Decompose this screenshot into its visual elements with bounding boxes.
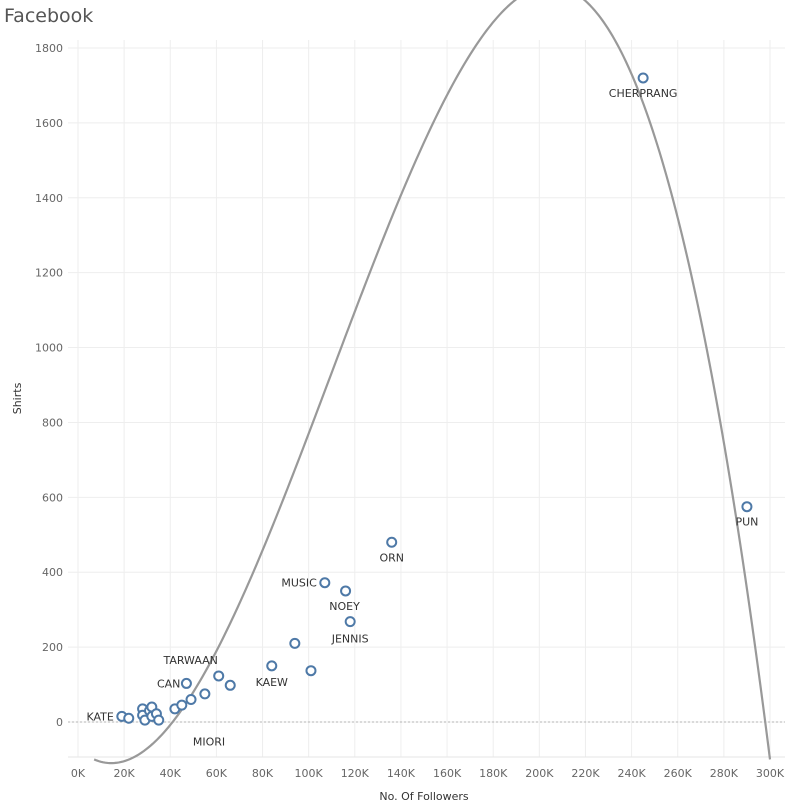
trend-line-group bbox=[93, 0, 772, 765]
y-tick-label: 1000 bbox=[35, 342, 63, 355]
y-tick-label: 1400 bbox=[35, 192, 63, 205]
y-tick-label: 400 bbox=[42, 566, 63, 579]
data-point bbox=[305, 665, 317, 677]
x-tick-label: 280K bbox=[710, 767, 739, 780]
data-point bbox=[153, 714, 165, 726]
x-tick-label: 300K bbox=[756, 767, 785, 780]
data-point bbox=[224, 679, 236, 691]
chart-title: Facebook bbox=[4, 5, 94, 27]
y-tick-label: 1800 bbox=[35, 42, 63, 55]
x-tick-label: 140K bbox=[387, 767, 416, 780]
x-tick-label: 200K bbox=[525, 767, 554, 780]
point-label: MIORI bbox=[193, 736, 225, 749]
point-label: CHERPRANG bbox=[609, 87, 678, 100]
x-tick-label: 80K bbox=[252, 767, 274, 780]
x-tick-label: 260K bbox=[664, 767, 693, 780]
x-tick-label: 20K bbox=[114, 767, 136, 780]
point-label: TARWAAN bbox=[162, 654, 217, 667]
data-point bbox=[180, 677, 192, 689]
x-tick-label: 180K bbox=[479, 767, 508, 780]
y-tick-label: 800 bbox=[42, 416, 63, 429]
data-point bbox=[289, 637, 301, 649]
data-point bbox=[176, 699, 188, 711]
point-label: NOEY bbox=[329, 600, 360, 613]
y-tick-label: 600 bbox=[42, 491, 63, 504]
y-tick-label: 0 bbox=[56, 716, 63, 729]
trend-line bbox=[93, 0, 772, 765]
point-label: PUN bbox=[735, 516, 758, 529]
data-point bbox=[319, 577, 331, 589]
y-tick-label: 1200 bbox=[35, 267, 63, 280]
data-point bbox=[637, 72, 649, 84]
data-point bbox=[185, 694, 197, 706]
y-axis-ticks: 0 200 400 600 800 1000 1200 1400 1600 1800 bbox=[35, 42, 63, 729]
point-label: MUSIC bbox=[281, 577, 317, 590]
data-points bbox=[116, 72, 753, 726]
data-point bbox=[386, 536, 398, 548]
y-tick-label: 1600 bbox=[35, 117, 63, 130]
x-tick-label: 220K bbox=[571, 767, 600, 780]
x-axis-ticks: 0K 20K 40K 60K 80K 100K 120K 140K 160K 180K 200K 22… bbox=[71, 767, 785, 780]
data-point bbox=[344, 616, 356, 628]
data-point bbox=[266, 660, 278, 672]
y-tick-label: 200 bbox=[42, 641, 63, 654]
point-label: KAEW bbox=[256, 676, 288, 689]
data-point bbox=[199, 688, 211, 700]
x-tick-label: 240K bbox=[617, 767, 646, 780]
point-label: CAN bbox=[157, 677, 180, 690]
y-axis-title: Shirts bbox=[11, 382, 24, 414]
point-label: KATE bbox=[86, 710, 113, 723]
data-point bbox=[340, 585, 352, 597]
x-tick-label: 160K bbox=[433, 767, 462, 780]
x-tick-label: 60K bbox=[206, 767, 228, 780]
x-tick-label: 120K bbox=[341, 767, 370, 780]
grid-lines bbox=[68, 40, 785, 758]
x-tick-label: 100K bbox=[295, 767, 324, 780]
point-labels: KATE CAN MIORI TARWAAN KAEW MUSIC NOEY JENNIS OR… bbox=[86, 87, 758, 749]
data-point bbox=[213, 670, 225, 682]
x-tick-label: 40K bbox=[160, 767, 182, 780]
point-label: JENNIS bbox=[331, 633, 369, 646]
point-label: ORN bbox=[379, 551, 404, 564]
x-axis-title: No. Of Followers bbox=[379, 790, 469, 803]
data-point bbox=[741, 501, 753, 513]
x-tick-label: 0K bbox=[71, 767, 86, 780]
data-point bbox=[123, 712, 135, 724]
